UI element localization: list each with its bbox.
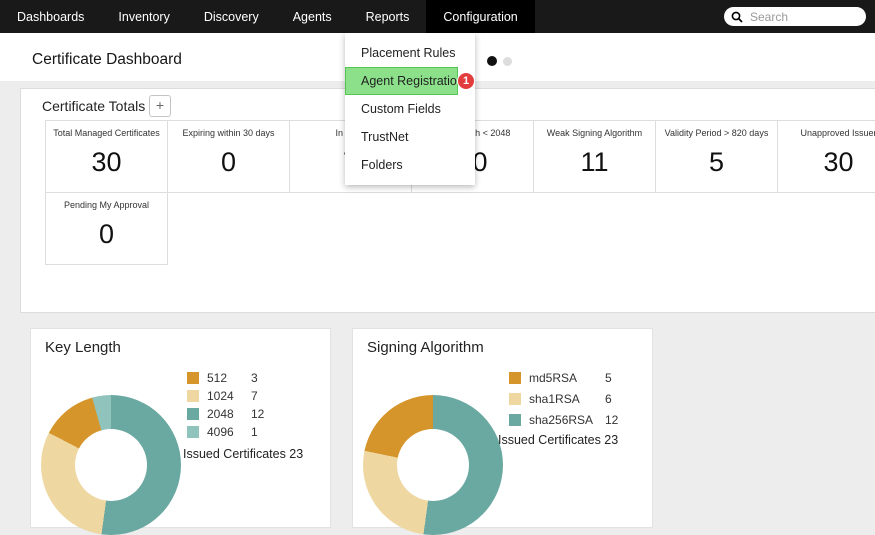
legend-item: md5RSA 5	[509, 371, 618, 385]
legend-item: 512 3	[187, 371, 264, 385]
legend-swatch	[509, 414, 521, 426]
nav-item-discovery[interactable]: Discovery	[203, 9, 259, 24]
legend-value: 3	[251, 371, 258, 385]
key-length-panel: Key Length 512 3 1024 7 2048 12 4096 1 I…	[30, 328, 331, 535]
top-navbar: Dashboards Inventory Discovery Agents Re…	[0, 0, 875, 33]
legend-label: 4096	[207, 425, 234, 439]
card-unapproved-issuer[interactable]: Unapproved Issuer 30	[777, 120, 875, 193]
nav-item-dashboards[interactable]: Dashboards	[17, 9, 85, 24]
card-label: Pending My Approval	[63, 200, 150, 210]
search-input[interactable]	[748, 8, 859, 25]
legend-item: 4096 1	[187, 425, 264, 439]
legend-value: 5	[605, 371, 612, 385]
page-title: Certificate Dashboard	[32, 51, 182, 68]
legend-swatch	[187, 426, 199, 438]
card-value: 0	[220, 147, 237, 177]
legend-label: sha256RSA	[529, 413, 594, 427]
card-total-managed-certificates[interactable]: Total Managed Certificates 30	[45, 120, 168, 193]
menu-item-placement-rules[interactable]: Placement Rules	[361, 46, 456, 60]
search-icon	[731, 11, 743, 23]
legend-value: 12	[251, 407, 265, 421]
legend-value: 12	[605, 413, 619, 427]
carousel-dot-active[interactable]	[487, 56, 497, 66]
legend-value: 6	[605, 392, 612, 406]
legend-value: 7	[251, 389, 258, 403]
menu-item-folders[interactable]: Folders	[361, 158, 403, 172]
add-widget-button[interactable]: +	[149, 95, 171, 117]
signing-algorithm-chart-title: Signing Algorithm	[367, 339, 484, 356]
card-validity-period[interactable]: Validity Period > 820 days 5	[655, 120, 778, 193]
legend-label: 1024	[207, 389, 234, 403]
signing-algorithm-legend: md5RSA 5 sha1RSA 6 sha256RSA 12	[509, 371, 618, 434]
nav-item-reports[interactable]: Reports	[365, 9, 410, 24]
notification-badge: 1	[457, 72, 475, 90]
card-label: Validity Period > 820 days	[664, 128, 769, 138]
card-value: 30	[823, 147, 854, 177]
legend-label: 2048	[207, 407, 234, 421]
legend-label: 512	[207, 371, 228, 385]
legend-item: 1024 7	[187, 389, 264, 403]
totals-panel-title: Certificate Totals	[42, 98, 146, 114]
card-value: 30	[91, 147, 122, 177]
card-label: Unapproved Issuer	[800, 128, 875, 138]
legend-swatch	[187, 390, 199, 402]
legend-item: 2048 12	[187, 407, 264, 421]
legend-item: sha1RSA 6	[509, 392, 618, 406]
legend-item: sha256RSA 12	[509, 413, 618, 427]
legend-swatch	[187, 408, 199, 420]
card-weak-signing-algorithm[interactable]: Weak Signing Algorithm 11	[533, 120, 656, 193]
nav-item-configuration[interactable]: Configuration	[426, 0, 535, 33]
card-value: 11	[580, 147, 609, 177]
legend-swatch	[187, 372, 199, 384]
configuration-dropdown-menu: Placement Rules Agent Registration 1 Cus…	[345, 33, 475, 185]
key-length-donut-chart	[41, 395, 181, 535]
legend-swatch	[509, 372, 521, 384]
legend-label: sha1RSA	[529, 392, 580, 406]
card-value: 0	[98, 219, 115, 249]
legend-value: 1	[251, 425, 258, 439]
menu-item-label: Agent Registration	[361, 74, 464, 88]
card-label: Expiring within 30 days	[182, 128, 275, 138]
menu-item-trustnet[interactable]: TrustNet	[361, 130, 409, 144]
card-label: Weak Signing Algorithm	[546, 128, 643, 138]
issued-certificates-total: Issued Certificates 23	[498, 433, 619, 447]
card-pending-my-approval[interactable]: Pending My Approval 0	[45, 192, 168, 265]
card-value: 5	[708, 147, 725, 177]
legend-swatch	[509, 393, 521, 405]
totals-card-row: Pending My Approval 0	[45, 192, 168, 265]
key-length-chart-title: Key Length	[45, 339, 121, 356]
signing-algorithm-panel: Signing Algorithm md5RSA 5 sha1RSA 6 sha…	[352, 328, 653, 535]
menu-item-agent-registration[interactable]: Agent Registration 1	[345, 67, 475, 95]
nav-item-inventory[interactable]: Inventory	[118, 9, 170, 24]
card-label: Total Managed Certificates	[53, 128, 160, 138]
key-length-legend: 512 3 1024 7 2048 12 4096 1	[187, 371, 264, 443]
menu-item-custom-fields[interactable]: Custom Fields	[361, 102, 441, 116]
card-expiring-30-days[interactable]: Expiring within 30 days 0	[167, 120, 290, 193]
nav-item-agents[interactable]: Agents	[292, 9, 332, 24]
search-box[interactable]	[724, 7, 866, 26]
signing-algorithm-donut-chart	[363, 395, 503, 535]
carousel-dot[interactable]	[503, 57, 512, 66]
issued-certificates-total: Issued Certificates 23	[183, 447, 304, 461]
legend-label: md5RSA	[529, 371, 578, 385]
